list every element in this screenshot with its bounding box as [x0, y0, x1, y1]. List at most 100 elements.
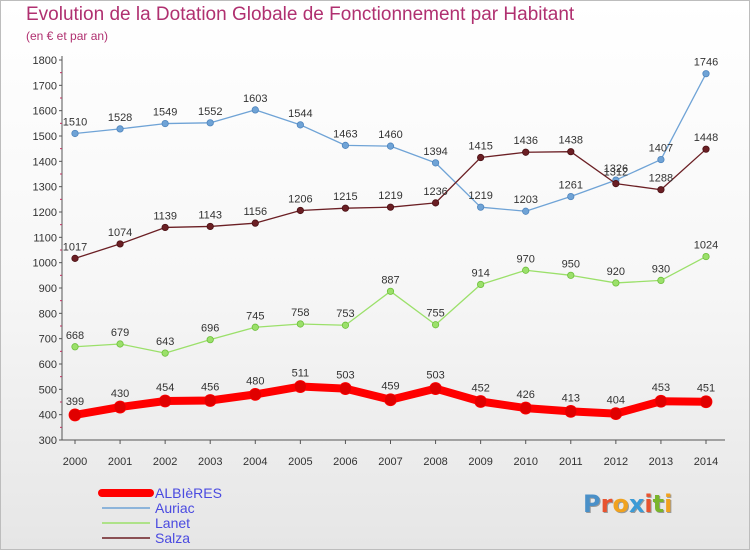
data-label-salza: 1143 — [198, 209, 222, 221]
data-label-salza: 1448 — [694, 132, 718, 144]
data-point-lanet — [702, 252, 710, 261]
x-tick-label: 2002 — [153, 456, 177, 468]
data-point-auriac — [386, 142, 395, 150]
data-point-auriac — [296, 121, 304, 129]
y-tick-label: 1000 — [33, 258, 57, 270]
data-point-salza — [71, 254, 79, 262]
data-label-lanet: 679 — [111, 327, 129, 339]
data-label-auriac: 1603 — [243, 93, 267, 105]
data-label-auriac: 1549 — [153, 107, 177, 119]
data-point-lanet — [612, 279, 620, 287]
y-tick-label: 700 — [39, 334, 57, 346]
data-point-auriac — [431, 159, 440, 167]
y-tick-label: 500 — [39, 384, 57, 396]
data-point-albires — [699, 395, 713, 409]
x-tick-label: 2005 — [288, 456, 312, 468]
data-point-albires — [609, 407, 623, 421]
data-label-auriac: 1544 — [288, 108, 312, 120]
data-point-auriac — [657, 155, 665, 164]
data-label-auriac: 1510 — [63, 116, 87, 128]
y-tick-label: 1100 — [33, 232, 57, 244]
data-point-lanet — [567, 271, 575, 279]
legend-label-auriac: Auriac — [155, 500, 195, 516]
data-label-lanet: 970 — [517, 253, 535, 265]
data-label-albires: 430 — [111, 388, 129, 400]
data-point-salza — [251, 219, 259, 227]
data-label-auriac: 1552 — [198, 106, 222, 118]
y-tick-label: 1400 — [33, 156, 57, 168]
data-point-auriac — [161, 119, 169, 128]
data-label-albires: 454 — [156, 382, 174, 394]
data-label-albires: 480 — [246, 375, 264, 387]
data-point-auriac — [71, 129, 79, 138]
x-tick-label: 2013 — [649, 456, 673, 468]
logo-letter: r — [600, 490, 613, 518]
data-point-lanet — [206, 336, 214, 344]
data-point-albires — [519, 401, 533, 415]
x-tick-label: 2006 — [333, 456, 357, 468]
data-point-lanet — [431, 321, 440, 329]
x-tick-label: 2003 — [198, 456, 222, 468]
data-point-salza — [206, 222, 214, 231]
y-tick-label: 1700 — [33, 80, 57, 92]
data-label-salza: 1215 — [333, 191, 357, 203]
data-label-albires: 452 — [471, 382, 489, 394]
data-label-auriac: 1203 — [513, 194, 537, 206]
data-point-albires — [68, 408, 82, 422]
data-point-auriac — [251, 106, 259, 114]
data-label-lanet: 887 — [381, 274, 399, 286]
data-label-salza: 1074 — [108, 227, 132, 239]
logo-letter: x — [628, 490, 645, 518]
data-point-auriac — [206, 119, 214, 127]
data-label-albires: 459 — [381, 381, 399, 393]
data-point-salza — [657, 186, 665, 194]
data-label-salza: 1438 — [559, 135, 583, 147]
data-point-lanet — [386, 287, 395, 295]
data-label-salza: 1236 — [423, 186, 447, 198]
x-tick-label: 2007 — [378, 456, 402, 468]
data-point-salza — [386, 203, 395, 211]
data-point-salza — [341, 204, 350, 212]
data-point-auriac — [116, 125, 124, 133]
legend-label-salza: Salza — [155, 530, 190, 546]
data-label-auriac: 1219 — [468, 190, 492, 202]
y-tick-label: 600 — [39, 359, 57, 371]
chart-subtitle: (en € et par an) — [26, 29, 109, 43]
data-point-salza — [522, 148, 530, 156]
data-label-auriac: 1394 — [423, 146, 447, 158]
y-tick-label: 900 — [39, 283, 57, 295]
y-tick-label: 1300 — [33, 182, 57, 194]
data-point-lanet — [341, 321, 350, 329]
x-tick-label: 2012 — [604, 456, 628, 468]
data-label-albires: 503 — [336, 370, 354, 382]
data-label-albires: 453 — [652, 382, 670, 394]
data-label-salza: 1288 — [649, 173, 673, 185]
data-label-lanet: 950 — [562, 258, 580, 270]
logo-letter: i — [664, 490, 673, 518]
legend-label-albires: ALBIèRES — [155, 485, 222, 501]
data-label-lanet: 753 — [336, 308, 354, 320]
data-label-lanet: 1024 — [694, 240, 718, 252]
data-label-lanet: 643 — [156, 336, 174, 348]
x-tick-label: 2010 — [513, 456, 537, 468]
data-point-albires — [339, 382, 352, 395]
data-label-lanet: 755 — [426, 308, 444, 320]
data-label-albires: 399 — [66, 396, 84, 408]
data-point-salza — [296, 206, 304, 215]
data-label-lanet: 930 — [652, 263, 670, 275]
data-label-albires: 426 — [517, 389, 535, 401]
x-tick-label: 2014 — [694, 456, 718, 468]
y-tick-label: 1600 — [33, 106, 57, 118]
data-label-auriac: 1326 — [604, 163, 628, 175]
data-label-albires: 511 — [292, 368, 310, 380]
data-point-lanet — [477, 280, 485, 289]
data-label-salza: 1219 — [378, 190, 402, 202]
data-point-salza — [702, 145, 710, 153]
data-point-salza — [477, 153, 485, 162]
data-label-lanet: 745 — [246, 310, 264, 322]
data-label-salza: 1206 — [288, 193, 312, 205]
data-point-albires — [474, 395, 488, 408]
data-point-salza — [116, 240, 124, 248]
